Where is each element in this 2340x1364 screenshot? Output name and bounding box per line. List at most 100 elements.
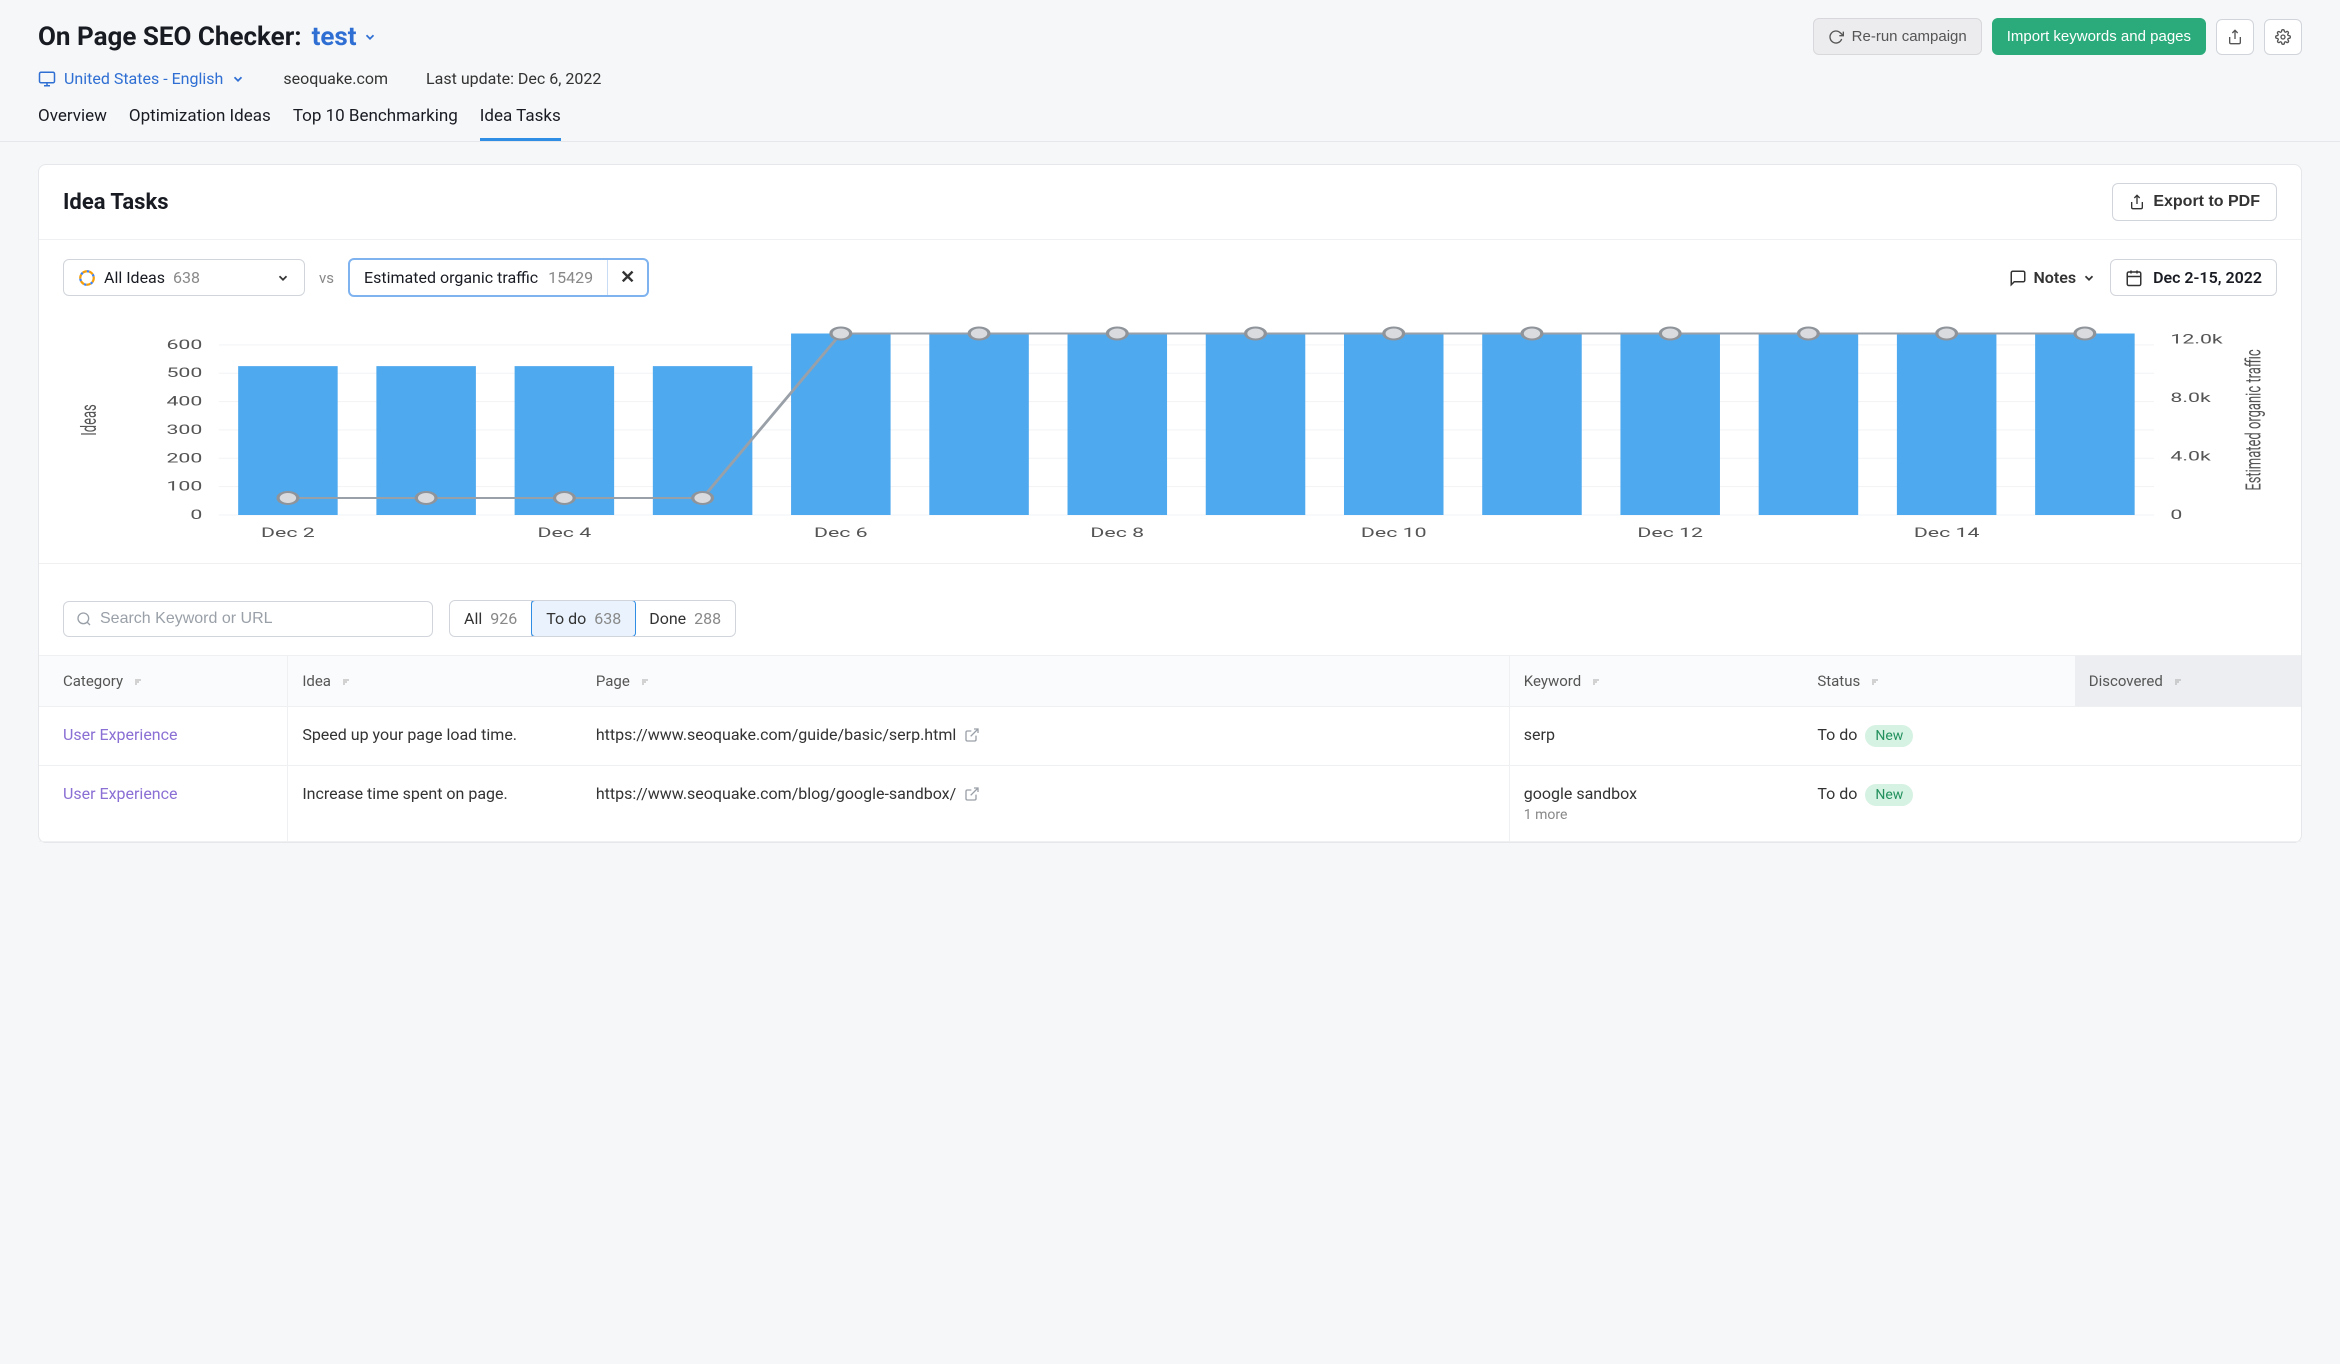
svg-text:8.0k: 8.0k [2170,391,2210,406]
search-icon [76,611,92,627]
domain-label: seoquake.com [283,69,388,88]
col-idea[interactable]: Idea [288,656,582,707]
metric-remove-button[interactable]: ✕ [607,260,647,295]
keyword-more[interactable]: 1 more [1524,807,1790,823]
date-range-button[interactable]: Dec 2-15, 2022 [2110,259,2277,296]
idea-text: Increase time spent on page. [288,766,582,842]
locale-label: United States - English [64,69,223,88]
svg-text:Dec 4: Dec 4 [538,526,592,541]
metric-value: 15429 [548,268,593,287]
svg-text:100: 100 [166,480,202,495]
svg-text:Ideas: Ideas [78,404,102,436]
rerun-label: Re-run campaign [1852,28,1967,45]
sort-icon [2173,676,2185,688]
calendar-icon [2125,269,2143,287]
col-category[interactable]: Category [39,656,288,707]
table-row: User Experience Speed up your page load t… [39,707,2301,766]
sort-icon [640,676,652,688]
import-button[interactable]: Import keywords and pages [1992,18,2206,55]
nav-tabs: Overview Optimization Ideas Top 10 Benchma… [38,96,2302,141]
card-title: Idea Tasks [63,190,169,215]
metric-pill[interactable]: Estimated organic traffic 15429 ✕ [348,258,649,297]
page-title: On Page SEO Checker: [38,22,302,52]
svg-text:Dec 12: Dec 12 [1637,526,1703,541]
svg-text:Dec 10: Dec 10 [1361,526,1427,541]
external-link-icon[interactable] [964,727,980,743]
sort-icon [1591,676,1603,688]
svg-text:Dec 14: Dec 14 [1914,526,1980,541]
chevron-down-icon [276,271,290,285]
seg-all[interactable]: All926 [450,601,532,636]
svg-text:12.0k: 12.0k [2170,333,2222,348]
all-ideas-dropdown[interactable]: All Ideas 638 [63,259,305,296]
metric-label: Estimated organic traffic [364,268,538,287]
seg-done[interactable]: Done288 [635,601,735,636]
all-ideas-label: All Ideas [104,268,165,287]
tab-optimization-ideas[interactable]: Optimization Ideas [129,96,271,141]
category-link[interactable]: User Experience [63,784,178,803]
search-box[interactable] [63,601,433,637]
tab-top-10-benchmarking[interactable]: Top 10 Benchmarking [293,96,458,141]
svg-text:Dec 6: Dec 6 [814,526,868,541]
ideas-table: Category Idea Page Keyword Status Discov… [39,655,2301,842]
notes-label: Notes [2033,268,2076,287]
table-row: User Experience Increase time spent on pa… [39,766,2301,842]
notes-button[interactable]: Notes [2009,268,2096,287]
svg-text:Estimated organic traffic: Estimated organic traffic [2242,349,2266,490]
vs-label: vs [319,269,334,287]
svg-text:500: 500 [166,366,202,381]
tab-idea-tasks[interactable]: Idea Tasks [480,96,561,141]
locale-dropdown[interactable]: United States - English [38,69,245,88]
all-ideas-count: 638 [173,268,200,287]
svg-text:200: 200 [166,451,202,466]
rerun-button[interactable]: Re-run campaign [1813,18,1982,55]
svg-text:4.0k: 4.0k [2170,449,2210,464]
share-button[interactable] [2216,19,2254,55]
category-link[interactable]: User Experience [63,725,178,744]
svg-text:600: 600 [166,338,202,353]
refresh-icon [1828,29,1844,45]
external-link-icon[interactable] [964,786,980,802]
svg-text:400: 400 [166,395,202,410]
last-update-label: Last update: Dec 6, 2022 [426,69,601,88]
col-keyword[interactable]: Keyword [1509,656,1803,707]
col-status[interactable]: Status [1803,656,2074,707]
date-range-label: Dec 2-15, 2022 [2153,268,2262,287]
new-badge: New [1865,784,1913,806]
new-badge: New [1865,725,1913,747]
project-name: test [312,22,357,52]
tab-overview[interactable]: Overview [38,96,107,141]
settings-button[interactable] [2264,19,2302,55]
svg-text:0: 0 [190,508,202,523]
keyword-text: google sandbox [1524,784,1637,803]
chevron-down-icon [2082,271,2096,285]
svg-text:Dec 8: Dec 8 [1090,526,1144,541]
col-discovered[interactable]: Discovered [2075,656,2301,707]
col-page[interactable]: Page [582,656,1509,707]
gear-icon [2275,29,2291,45]
export-icon [2129,194,2145,210]
svg-text:Dec 2: Dec 2 [261,526,315,541]
monitor-icon [38,70,56,88]
status-text: To do [1817,784,1857,803]
chevron-down-icon [363,30,377,44]
seg-to-do[interactable]: To do638 [531,600,636,637]
idea-text: Speed up your page load time. [288,707,582,766]
import-label: Import keywords and pages [2007,28,2191,45]
sort-icon [133,676,145,688]
page-link[interactable]: https://www.seoquake.com/blog/google-san… [596,784,980,803]
page-link[interactable]: https://www.seoquake.com/guide/basic/ser… [596,725,980,744]
keyword-text: serp [1524,725,1555,744]
sort-icon [341,676,353,688]
export-label: Export to PDF [2153,193,2260,211]
share-icon [2227,29,2243,45]
svg-text:300: 300 [166,423,202,438]
status-text: To do [1817,725,1857,744]
export-button[interactable]: Export to PDF [2112,183,2277,221]
search-input[interactable] [100,610,420,628]
note-icon [2009,269,2027,287]
status-segmented-control: All926To do638Done288 [449,600,736,637]
svg-text:0: 0 [2170,508,2182,523]
project-dropdown[interactable]: test [312,22,377,52]
ideas-chart: 0 100 200 300 400 500 600 0 4.0k 8.0k 12.0k Dec 2 De… [63,315,2277,545]
